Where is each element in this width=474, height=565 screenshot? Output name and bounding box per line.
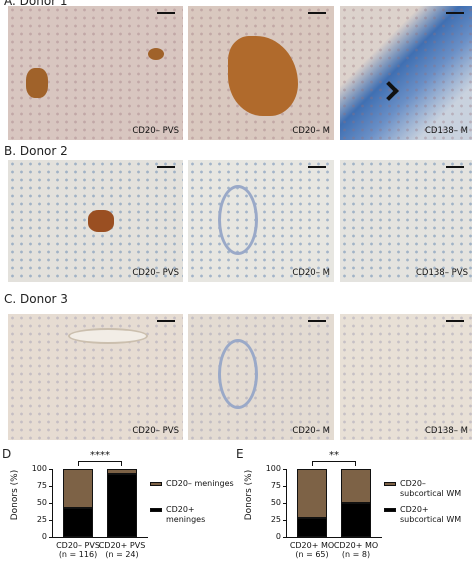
y-tick-label: 0 <box>275 532 281 541</box>
panel-label: D <box>2 447 12 461</box>
micrograph: CD20– PVS <box>8 6 183 140</box>
vessel <box>68 328 148 344</box>
bar-segment <box>107 469 137 475</box>
significance-label: ** <box>329 450 339 461</box>
scale-bar <box>446 12 464 14</box>
legend-swatch <box>384 482 396 486</box>
x-tick-label: CD20– PVS (n = 116) <box>56 541 100 559</box>
x-tick-label: CD20+ MO (n = 65) <box>289 541 335 559</box>
micrograph: CD20– M <box>188 6 334 140</box>
y-tick-label: 50 <box>270 498 281 507</box>
y-tick <box>49 537 52 538</box>
stain <box>26 68 48 98</box>
panel-title: A. Donor 1 <box>4 0 68 8</box>
arrow <box>379 81 399 101</box>
y-axis <box>52 469 53 537</box>
y-tick <box>49 469 52 470</box>
y-tick-label: 100 <box>31 464 47 473</box>
y-tick-label: 75 <box>270 481 281 490</box>
y-tick <box>49 486 52 487</box>
legend-swatch <box>384 508 396 512</box>
y-axis <box>286 469 287 537</box>
bar-segment <box>63 469 93 509</box>
stain <box>228 36 298 116</box>
significance-bracket <box>78 461 122 466</box>
y-axis-label: Donors (%) <box>10 469 20 521</box>
micrograph: CD138– M <box>340 6 472 140</box>
significance-label: **** <box>90 450 110 461</box>
x-tick-label: CD20+ MO (n = 8) <box>333 541 379 559</box>
image-label: CD20– PVS <box>132 426 179 436</box>
bar-segment <box>63 508 93 537</box>
y-tick <box>283 503 286 504</box>
y-tick <box>283 486 286 487</box>
y-tick-label: 25 <box>270 515 281 524</box>
bar-segment <box>297 469 327 518</box>
scale-bar <box>446 320 464 322</box>
chart: D Donors (%) 0 25 50 75 100 CD20– PVS (n = 116)… <box>0 445 237 565</box>
y-tick-label: 100 <box>265 464 281 473</box>
x-axis <box>52 537 148 538</box>
chart: E Donors (%) 0 25 50 75 100 CD20+ MO (n = 65) CD… <box>234 445 471 565</box>
bar-segment <box>341 469 371 503</box>
y-tick-label: 50 <box>36 498 47 507</box>
image-label: CD20– M <box>292 268 330 278</box>
panel-label: E <box>236 447 244 461</box>
micrograph: CD20– PVS <box>8 160 183 282</box>
image-label: CD20– M <box>292 426 330 436</box>
image-label: CD138– M <box>425 426 468 436</box>
micrograph: CD20– M <box>188 314 334 440</box>
bar-segment <box>297 517 327 537</box>
micrograph: CD20– PVS <box>8 314 183 440</box>
y-tick <box>283 469 286 470</box>
y-tick <box>283 537 286 538</box>
image-label: CD20– M <box>292 126 330 136</box>
y-axis-label: Donors (%) <box>244 469 254 521</box>
micrograph: CD20– M <box>188 160 334 282</box>
image-label: CD138– PVS <box>416 268 468 278</box>
legend-label: CD20+ subcortical WM <box>400 505 462 524</box>
y-tick-label: 25 <box>36 515 47 524</box>
vessel <box>218 339 258 409</box>
legend-swatch <box>150 482 162 486</box>
scale-bar <box>446 166 464 168</box>
scale-bar <box>157 320 175 322</box>
stain <box>148 48 164 60</box>
y-tick-label: 75 <box>36 481 47 490</box>
legend-label: CD20– meninges <box>166 479 234 488</box>
legend-label: CD20– subcortical WM <box>400 479 462 498</box>
x-tick-label: CD20+ PVS (n = 24) <box>98 541 146 559</box>
scale-bar <box>308 12 326 14</box>
y-tick <box>49 520 52 521</box>
scale-bar <box>157 166 175 168</box>
y-tick-label: 0 <box>41 532 47 541</box>
panel-title: B. Donor 2 <box>4 144 68 158</box>
legend-swatch <box>150 508 162 512</box>
vessel <box>218 185 258 255</box>
scale-bar <box>308 166 326 168</box>
bar-segment <box>341 503 371 537</box>
y-tick <box>49 503 52 504</box>
legend-label: CD20+ meninges <box>166 505 206 524</box>
y-tick <box>283 520 286 521</box>
micrograph: CD138– M <box>340 314 472 440</box>
x-axis <box>286 537 382 538</box>
scale-bar <box>308 320 326 322</box>
stain <box>88 210 114 232</box>
image-label: CD138– M <box>425 126 468 136</box>
image-label: CD20– PVS <box>132 126 179 136</box>
significance-bracket <box>312 461 356 466</box>
bar-segment <box>107 474 137 537</box>
scale-bar <box>157 12 175 14</box>
panel-title: C. Donor 3 <box>4 292 68 306</box>
micrograph: CD138– PVS <box>340 160 472 282</box>
image-label: CD20– PVS <box>132 268 179 278</box>
